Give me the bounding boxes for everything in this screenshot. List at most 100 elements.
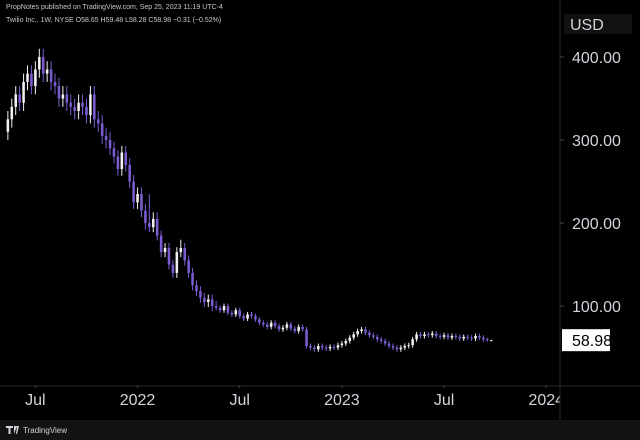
candle-body xyxy=(281,327,285,330)
candle-body xyxy=(364,329,367,333)
candle-body xyxy=(195,285,198,292)
y-tick-label: 200.00 xyxy=(572,216,621,233)
footer-bar xyxy=(0,420,640,440)
candle-body xyxy=(352,334,355,338)
candle-body xyxy=(301,326,304,330)
x-tick-label: Jul xyxy=(229,392,249,409)
candle-body xyxy=(207,299,210,302)
candle-body xyxy=(120,152,124,170)
candle-body xyxy=(356,331,359,335)
candle-body xyxy=(438,336,442,338)
candle-body xyxy=(112,148,116,157)
footer-logo xyxy=(6,426,19,434)
candle-body xyxy=(14,94,17,107)
candle-body xyxy=(18,94,21,103)
candle-body xyxy=(116,156,120,170)
candle-body xyxy=(81,102,84,107)
candle-body xyxy=(222,306,226,311)
candle-body xyxy=(273,322,277,327)
candle-body xyxy=(57,86,61,99)
candle-body xyxy=(22,81,25,103)
candle-body xyxy=(214,306,218,308)
candle-body xyxy=(462,336,465,339)
candle-body xyxy=(383,340,387,344)
candle-body xyxy=(203,297,206,302)
candle-body xyxy=(100,123,104,136)
candle-body xyxy=(403,345,407,348)
candle-body xyxy=(132,181,135,203)
candle-body xyxy=(175,252,179,273)
candle-body xyxy=(368,332,371,336)
candle-body xyxy=(482,337,485,340)
candle-body xyxy=(277,326,281,330)
candle-body xyxy=(61,94,65,99)
candle-body xyxy=(10,106,14,120)
candle-body xyxy=(285,324,289,328)
candle-body xyxy=(93,94,96,120)
candle-body xyxy=(395,347,399,350)
candle-body xyxy=(187,260,190,273)
candle-body xyxy=(427,334,430,336)
candle-body xyxy=(466,336,469,338)
candle-body xyxy=(49,69,53,82)
candle-body xyxy=(26,73,29,82)
candle-body xyxy=(372,335,375,337)
candle-body xyxy=(155,218,159,236)
candle-body xyxy=(344,340,348,344)
candle-body xyxy=(163,247,167,253)
candle-body xyxy=(254,316,257,320)
candle-body xyxy=(446,335,450,338)
candle-body xyxy=(309,345,312,348)
candle-body xyxy=(151,218,155,228)
candle-body xyxy=(191,272,194,286)
candle-body xyxy=(108,140,112,149)
candle-body xyxy=(391,345,395,348)
candle-body xyxy=(399,347,403,350)
candle-body xyxy=(159,235,163,253)
candle-body xyxy=(336,345,340,348)
candle-body xyxy=(77,102,80,111)
candle-body xyxy=(265,324,269,327)
candle-body xyxy=(234,310,238,315)
plot-area: Jul 2022 Jul 2023 Jul 2024 xyxy=(6,48,564,409)
candle-body xyxy=(470,337,473,339)
currency-box xyxy=(564,14,632,34)
candle-body xyxy=(226,306,230,313)
candle-body xyxy=(297,326,300,332)
x-tick-label: Jul xyxy=(434,392,454,409)
candle-body xyxy=(454,336,458,338)
candle-body xyxy=(128,164,131,182)
candle-body xyxy=(434,333,438,337)
candle-body xyxy=(218,307,222,311)
candle-body xyxy=(262,322,265,325)
x-tick-label: 2022 xyxy=(120,392,156,409)
candle-body xyxy=(53,81,57,87)
candle-body xyxy=(34,69,37,87)
candle-body xyxy=(407,345,410,347)
candle-body xyxy=(167,247,171,265)
y-tick-label: 400.00 xyxy=(572,50,621,67)
y-tick-label: 300.00 xyxy=(572,133,621,150)
last-price-label: 58.98 xyxy=(572,333,612,350)
candle-body xyxy=(6,119,10,132)
x-tick-label: Jul xyxy=(25,392,45,409)
candle-body xyxy=(258,319,261,323)
candle-body xyxy=(124,152,128,165)
y-tick-label: 100.00 xyxy=(572,299,621,316)
candle-body xyxy=(450,336,454,338)
candle-body xyxy=(320,345,324,348)
candle-body xyxy=(442,335,446,337)
candle-body xyxy=(478,336,481,338)
candle-body xyxy=(458,336,462,339)
price-axis: 100.00 200.00 300.00 400.00 58.98 xyxy=(560,50,621,352)
candle-body xyxy=(411,339,414,346)
candle-body xyxy=(148,223,151,228)
candle-body xyxy=(293,328,297,332)
candle-body xyxy=(360,329,363,332)
candle-body xyxy=(65,94,69,103)
candle-body xyxy=(30,73,33,87)
x-tick-label: 2024 xyxy=(528,392,564,409)
candle-body xyxy=(489,340,493,342)
